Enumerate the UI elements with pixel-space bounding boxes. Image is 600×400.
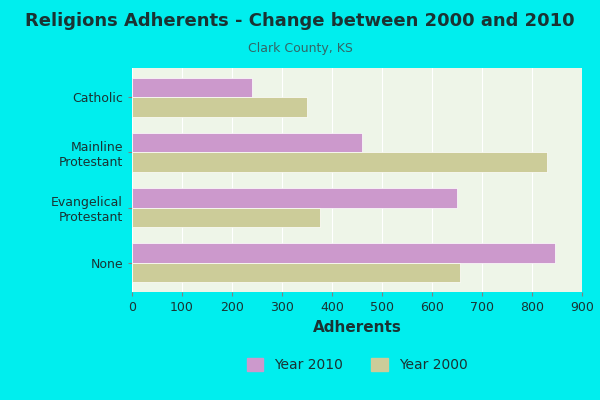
Bar <box>132 243 554 262</box>
Legend: Year 2010, Year 2000: Year 2010, Year 2000 <box>239 351 475 379</box>
Bar <box>132 133 362 152</box>
Text: Religions Adherents - Change between 2000 and 2010: Religions Adherents - Change between 200… <box>25 12 575 30</box>
Bar <box>132 78 252 98</box>
X-axis label: Adherents: Adherents <box>313 320 401 334</box>
Bar <box>132 208 320 227</box>
Bar <box>132 188 457 208</box>
Bar <box>132 152 547 172</box>
Bar <box>132 98 307 117</box>
Text: Clark County, KS: Clark County, KS <box>248 42 352 55</box>
Bar <box>132 262 460 282</box>
